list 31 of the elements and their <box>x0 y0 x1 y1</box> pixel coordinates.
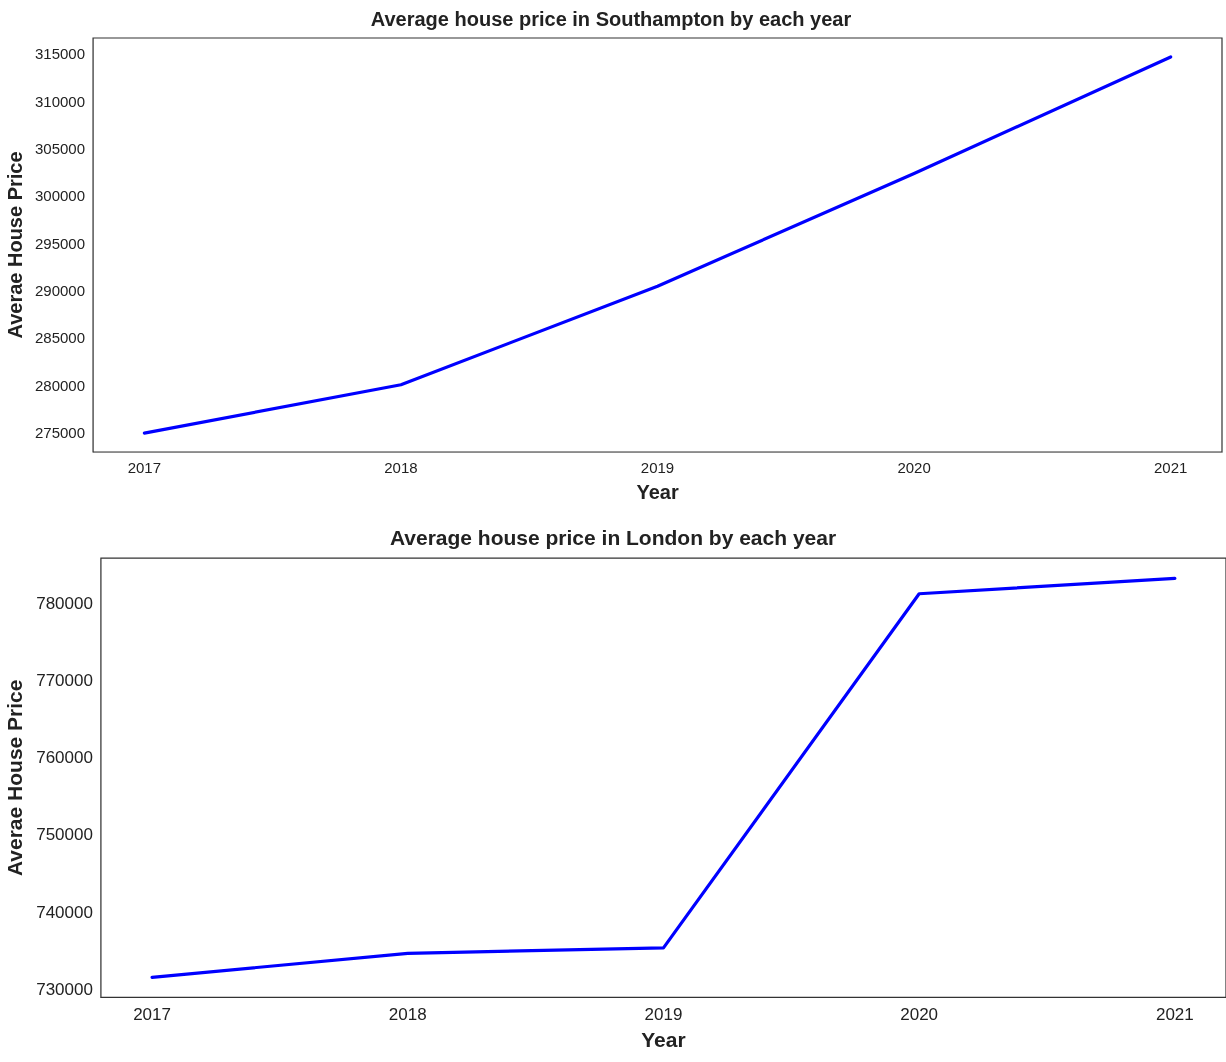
x-tick-label: 2021 <box>1154 459 1188 477</box>
y-tick-label: 315000 <box>34 45 86 63</box>
y-tick-label: 310000 <box>34 92 86 110</box>
y-tick-label: 305000 <box>34 139 86 157</box>
chart-title: Average house price in London by each year <box>389 526 837 550</box>
chart-title: Average house price in Southampton by each year <box>370 7 852 30</box>
y-tick-label: 300000 <box>34 187 86 205</box>
x-tick-label: 2018 <box>384 459 418 477</box>
y-tick-label: 730000 <box>36 980 93 1000</box>
y-tick-label: 290000 <box>34 282 86 300</box>
y-tick-label: 780000 <box>36 593 93 613</box>
x-tick-label: 2020 <box>897 459 931 477</box>
y-tick-label: 285000 <box>34 329 86 347</box>
x-tick-label: 2019 <box>640 459 675 477</box>
x-tick-label: 2020 <box>900 1005 939 1025</box>
y-tick-label: 770000 <box>36 670 93 690</box>
y-axis-title: Averae House Price <box>3 679 27 877</box>
x-axis-title: Year <box>641 1028 686 1052</box>
y-tick-label: 280000 <box>34 376 86 394</box>
y-tick-label: 760000 <box>36 748 93 768</box>
x-tick-label: 2018 <box>388 1005 427 1025</box>
y-axis-title: Averae House Price <box>3 151 26 339</box>
x-axis-title: Year <box>636 480 679 503</box>
y-tick-label: 275000 <box>34 424 86 442</box>
y-tick-label: 295000 <box>34 234 86 252</box>
y-tick-label: 750000 <box>36 825 93 845</box>
x-tick-label: 2019 <box>644 1005 683 1025</box>
x-tick-label: 2017 <box>127 459 162 477</box>
x-tick-label: 2021 <box>1155 1005 1194 1025</box>
y-tick-label: 740000 <box>36 902 93 922</box>
x-tick-label: 2017 <box>133 1005 171 1025</box>
